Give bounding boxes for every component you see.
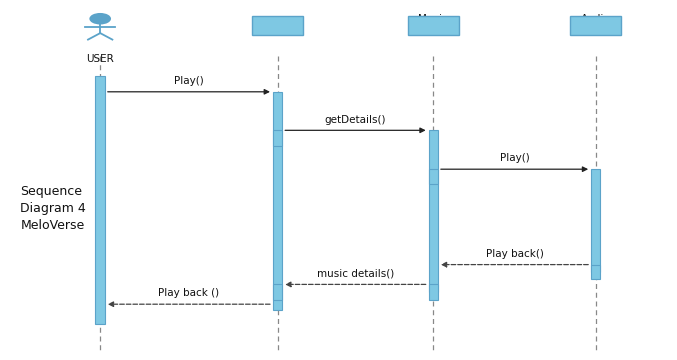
Bar: [429, 284, 438, 300]
Bar: [429, 130, 438, 292]
FancyBboxPatch shape: [253, 16, 303, 35]
Text: Audio
player: Audio player: [580, 14, 612, 36]
Text: getDetails(): getDetails(): [325, 114, 386, 125]
Bar: [273, 284, 282, 300]
Bar: [95, 76, 105, 324]
Text: Play back(): Play back(): [485, 249, 544, 259]
Text: USER: USER: [87, 54, 114, 64]
FancyBboxPatch shape: [571, 16, 621, 35]
Bar: [273, 92, 282, 310]
Bar: [591, 265, 600, 279]
Text: Play back (): Play back (): [158, 288, 219, 298]
Bar: [429, 169, 438, 184]
Bar: [273, 130, 282, 146]
Text: Controller: Controller: [252, 20, 303, 30]
Text: music details(): music details(): [317, 269, 394, 279]
Text: Sequence
Diagram 4
MeloVerse: Sequence Diagram 4 MeloVerse: [20, 185, 86, 232]
Bar: [591, 169, 600, 272]
Text: Play(): Play(): [174, 76, 204, 86]
FancyBboxPatch shape: [408, 16, 459, 35]
Text: Music
Track: Music Track: [418, 14, 448, 36]
Text: Play(): Play(): [500, 153, 529, 163]
Circle shape: [89, 13, 111, 24]
